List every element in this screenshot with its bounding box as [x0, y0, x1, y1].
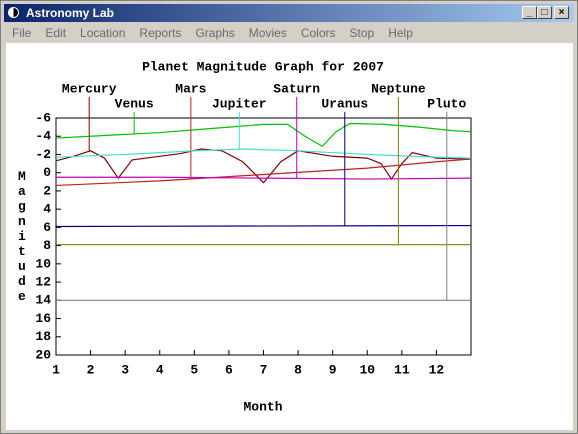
chart-title: Planet Magnitude Graph for 2007 [142, 59, 384, 74]
x-tick-label: 3 [121, 362, 129, 377]
planet-label: Mercury [62, 81, 117, 96]
x-tick-label: 7 [260, 362, 268, 377]
x-tick-label: 2 [87, 362, 95, 377]
magnitude-curve [55, 148, 472, 184]
close-button[interactable]: × [554, 6, 569, 19]
magnitude-curve [55, 148, 472, 159]
y-tick-label: -6 [35, 110, 51, 125]
y-tick-label: 18 [35, 329, 51, 344]
menu-item[interactable]: Stop [349, 26, 375, 40]
y-tick-label: 10 [35, 256, 51, 271]
y-tick-label: -4 [35, 129, 51, 144]
window-title: Astronomy Lab [26, 6, 115, 20]
menu-item[interactable]: Graphs [195, 26, 235, 40]
planet-label: Pluto [427, 96, 466, 111]
x-tick-label: 10 [359, 362, 375, 377]
planet-label: Venus [115, 96, 154, 111]
planet-label: Neptune [371, 81, 426, 96]
chart: Planet Magnitude Graph for 2007 Month -6 -4… [35, 59, 472, 414]
title-bar: Astronomy Lab _ □ × [4, 4, 574, 22]
x-tick-label: 5 [190, 362, 198, 377]
y-axis-label: Magnitude [18, 169, 26, 304]
x-tick-label: 1 [52, 362, 60, 377]
magnitude-curve [55, 122, 472, 148]
y-tick-label: 8 [43, 238, 51, 253]
minimize-button[interactable]: _ [522, 6, 537, 19]
x-tick-label: 8 [294, 362, 302, 377]
menu-item[interactable]: Movies [248, 26, 287, 40]
x-tick-label: 6 [225, 362, 233, 377]
app-icon [8, 7, 19, 18]
y-tick-label: 0 [43, 165, 51, 180]
y-tick-label: 20 [35, 347, 51, 362]
x-tick-label: 12 [429, 362, 445, 377]
menu-item[interactable]: File [12, 26, 32, 40]
y-tick-label: 2 [43, 183, 51, 198]
planet-label: Uranus [321, 96, 368, 111]
y-tick-label: 12 [35, 275, 51, 290]
graph-area: Planet Magnitude Graph for 2007 Month -6 -4… [6, 43, 573, 430]
x-tick-label: 11 [394, 362, 410, 377]
x-axis-label: Month [243, 399, 282, 414]
menu-item[interactable]: Location [80, 26, 126, 40]
menu-bar: File Edit Location Reports Graphs Movies Color… [5, 24, 420, 43]
planet-label: Mars [175, 81, 206, 96]
magnitude-curve [55, 158, 472, 187]
y-tick-label: 4 [43, 202, 51, 217]
y-tick-label: 14 [35, 293, 51, 308]
y-tick-label: -2 [35, 147, 51, 162]
planet-label: Jupiter [212, 96, 267, 111]
menu-item[interactable]: Colors [300, 26, 336, 40]
magnitude-curve [56, 176, 472, 180]
y-tick-label: 16 [35, 311, 51, 326]
y-tick-label: 6 [43, 220, 51, 235]
planet-label: Saturn [273, 81, 320, 96]
plot-frame [55, 117, 472, 356]
x-tick-label: 4 [156, 362, 164, 377]
menu-item[interactable]: Edit [45, 26, 67, 40]
menu-item[interactable]: Reports [139, 26, 182, 40]
maximize-button[interactable]: □ [537, 6, 552, 19]
magnitude-curve [55, 224, 472, 228]
menu-item[interactable]: Help [388, 26, 413, 40]
x-tick-label: 9 [329, 362, 337, 377]
